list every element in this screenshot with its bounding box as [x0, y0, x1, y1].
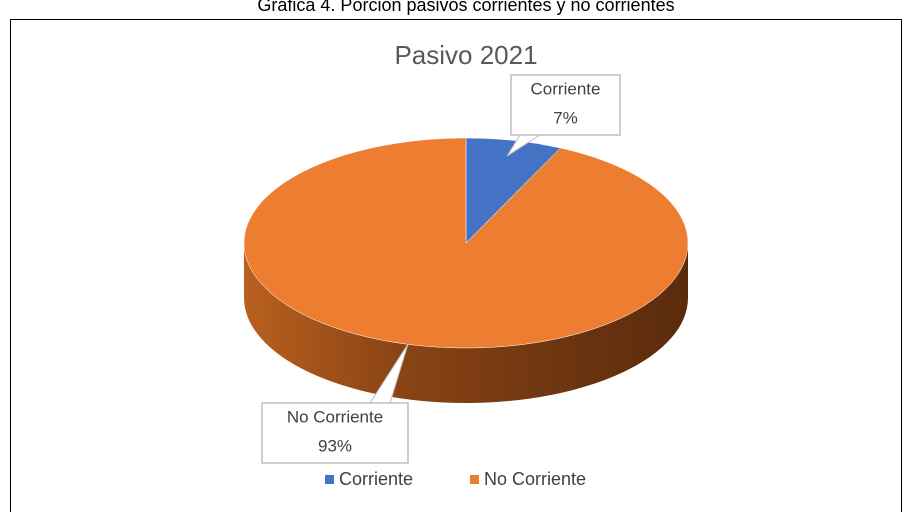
legend-label: Corriente — [339, 469, 413, 489]
label-value: 7% — [553, 108, 578, 127]
pie-slice — [243, 137, 689, 349]
legend-swatch — [470, 475, 479, 484]
legend: Corriente No Corriente — [325, 469, 586, 489]
labels: Corriente 7% No Corriente 93% — [261, 74, 621, 464]
label-category: Corriente — [531, 79, 601, 98]
pie-side — [244, 243, 688, 403]
caption: Gráfica 4. Porción pasivos corrientes y … — [257, 0, 674, 15]
pie — [243, 137, 689, 403]
leader-line — [506, 134, 541, 157]
chart-title: Pasivo 2021 — [394, 40, 537, 70]
label-box — [261, 402, 409, 464]
legend-swatch — [325, 475, 334, 484]
label-category: No Corriente — [287, 407, 383, 426]
leader-line — [369, 343, 409, 404]
label-value: 93% — [318, 436, 352, 455]
label-box — [510, 74, 621, 136]
legend-label: No Corriente — [484, 469, 586, 489]
